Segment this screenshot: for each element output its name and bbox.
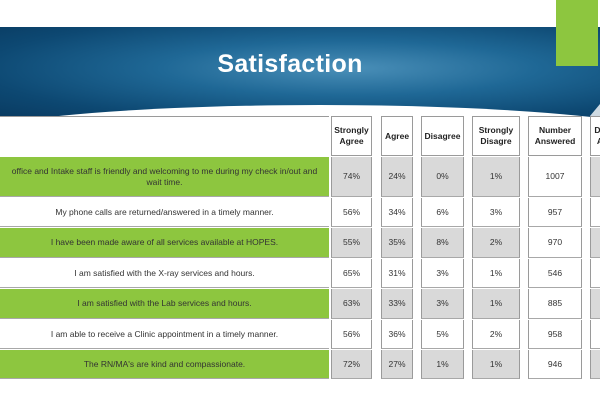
column-header: Number Answered: [528, 116, 582, 156]
value-cell: 1%: [421, 350, 464, 379]
value-cell: 1007: [528, 157, 582, 197]
slide-title: Satisfaction: [217, 50, 363, 78]
column-header: Agree: [381, 116, 413, 156]
value-cell: 3%: [472, 198, 520, 227]
value-cell: 2%: [472, 228, 520, 258]
value-cell: 63%: [331, 289, 372, 319]
statement-header-cell: [0, 116, 329, 156]
value-cell: 1%: [472, 350, 520, 379]
statement-cell: The RN/MA's are kind and compassionate.: [0, 350, 329, 379]
value-cell: [590, 320, 600, 349]
statement-cell: I have been made aware of all services a…: [0, 228, 329, 258]
statement-cell: office and Intake staff is friendly and …: [0, 157, 329, 197]
value-cell: 958: [528, 320, 582, 349]
value-cell: 27%: [381, 350, 413, 379]
title-banner: [0, 27, 600, 119]
value-cell: 3%: [421, 289, 464, 319]
value-cell: 35%: [381, 228, 413, 258]
statement-cell: I am able to receive a Clinic appointmen…: [0, 320, 329, 349]
accent-triangle: [590, 104, 600, 116]
value-cell: [590, 259, 600, 288]
statement-cell: I am satisfied with the X-ray services a…: [0, 259, 329, 288]
column-header: Strongly Agree: [331, 116, 372, 156]
value-cell: 946: [528, 350, 582, 379]
value-cell: 56%: [331, 320, 372, 349]
value-cell: 8%: [421, 228, 464, 258]
value-cell: 885: [528, 289, 582, 319]
value-cell: 56%: [331, 198, 372, 227]
statement-cell: My phone calls are returned/answered in …: [0, 198, 329, 227]
value-cell: [590, 198, 600, 227]
column-header: Disagree: [421, 116, 464, 156]
value-cell: 55%: [331, 228, 372, 258]
banner-swoosh: [0, 105, 600, 119]
value-cell: [590, 157, 600, 197]
value-cell: 3%: [421, 259, 464, 288]
value-cell: 6%: [421, 198, 464, 227]
value-cell: 0%: [421, 157, 464, 197]
value-cell: 5%: [421, 320, 464, 349]
value-cell: 31%: [381, 259, 413, 288]
value-cell: 1%: [472, 157, 520, 197]
column-header: Do A: [590, 116, 600, 156]
value-cell: 1%: [472, 289, 520, 319]
value-cell: 546: [528, 259, 582, 288]
value-cell: 36%: [381, 320, 413, 349]
value-cell: [590, 289, 600, 319]
value-cell: 970: [528, 228, 582, 258]
value-cell: 957: [528, 198, 582, 227]
value-cell: 74%: [331, 157, 372, 197]
value-cell: 24%: [381, 157, 413, 197]
value-cell: 2%: [472, 320, 520, 349]
statement-cell: I am satisfied with the Lab services and…: [0, 289, 329, 319]
value-cell: [590, 228, 600, 258]
accent-bar: [556, 0, 598, 66]
value-cell: 1%: [472, 259, 520, 288]
value-cell: 33%: [381, 289, 413, 319]
value-cell: [590, 350, 600, 379]
column-header: Strongly Disagre: [472, 116, 520, 156]
value-cell: 65%: [331, 259, 372, 288]
value-cell: 34%: [381, 198, 413, 227]
value-cell: 72%: [331, 350, 372, 379]
